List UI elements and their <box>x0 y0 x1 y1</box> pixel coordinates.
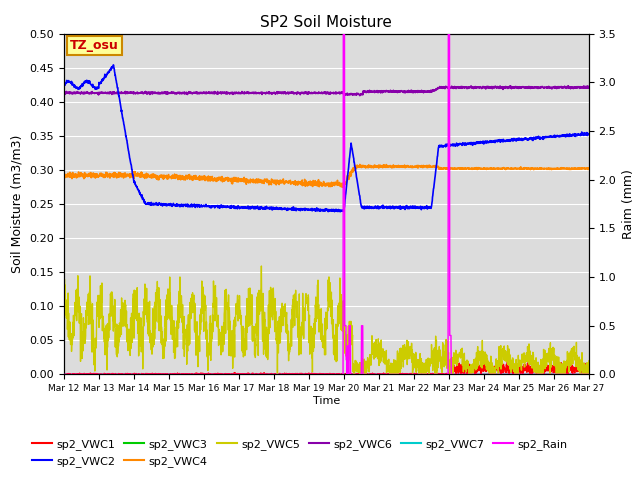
Text: TZ_osu: TZ_osu <box>70 39 119 52</box>
Legend: sp2_VWC1, sp2_VWC2, sp2_VWC3, sp2_VWC4, sp2_VWC5, sp2_VWC6, sp2_VWC7, sp2_Rain: sp2_VWC1, sp2_VWC2, sp2_VWC3, sp2_VWC4, … <box>28 435 572 471</box>
Y-axis label: Raim (mm): Raim (mm) <box>622 169 635 239</box>
Title: SP2 Soil Moisture: SP2 Soil Moisture <box>260 15 392 30</box>
X-axis label: Time: Time <box>313 396 340 406</box>
Y-axis label: Soil Moisture (m3/m3): Soil Moisture (m3/m3) <box>11 135 24 273</box>
